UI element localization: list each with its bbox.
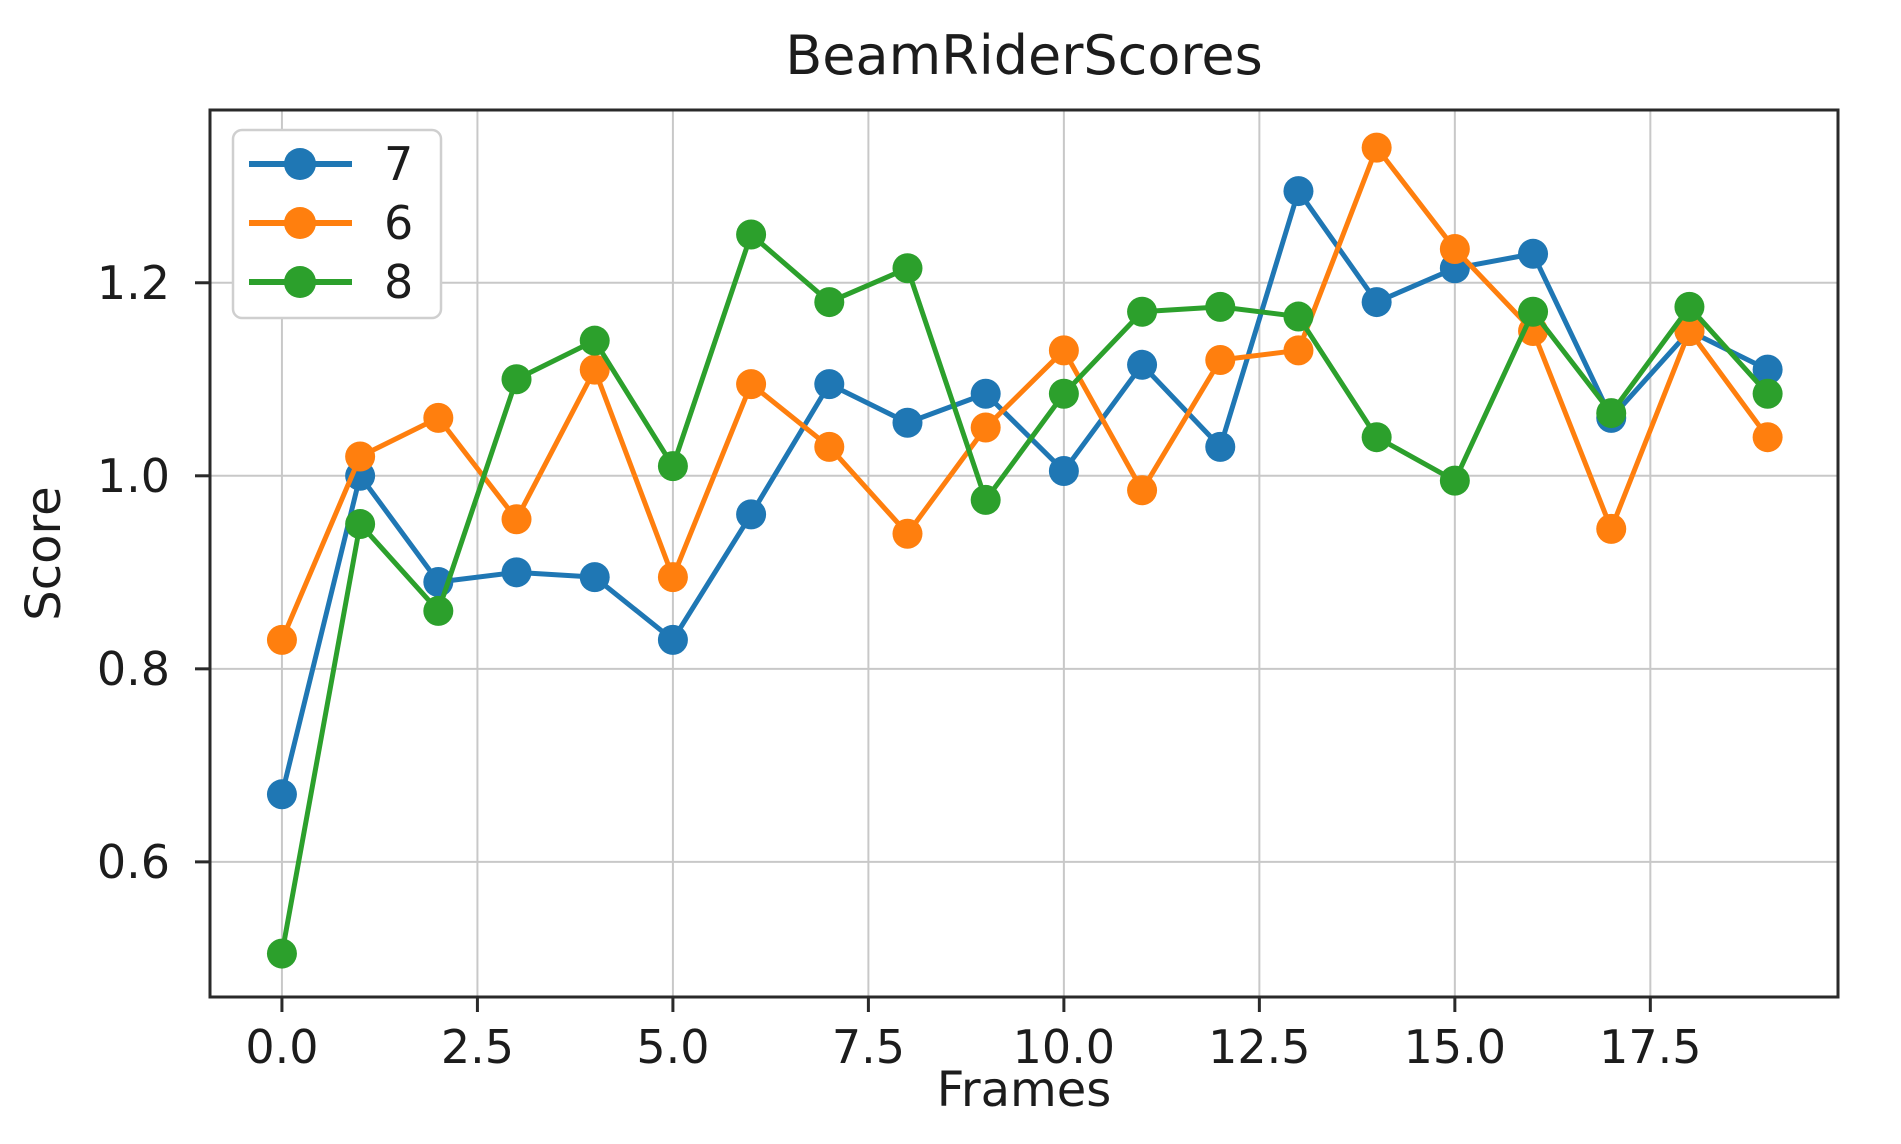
series-6-point [1205, 344, 1236, 375]
series-8-point [345, 509, 376, 540]
series-7-point [892, 407, 923, 438]
series-6 [266, 132, 1783, 655]
legend-marker-dot [284, 266, 316, 298]
legend-label: 7 [384, 137, 413, 191]
series-7-point [1127, 349, 1158, 380]
series-7-point [657, 624, 688, 655]
x-tick-label: 0.0 [245, 1020, 318, 1074]
x-tick-label: 12.5 [1208, 1020, 1310, 1074]
series-8-point [657, 451, 688, 482]
series-8-line [279, 232, 1770, 955]
tick-labels: 0.0 2.5 5.0 7.5 10.0 12.5 15.0 17.5 0.6 0.8 1.0 1.2 [97, 256, 1702, 1074]
series-6-point [1439, 233, 1470, 264]
legend-label: 6 [384, 196, 413, 250]
series-8-point [1127, 296, 1158, 327]
grid [210, 110, 1838, 997]
series-8-point [814, 287, 845, 318]
legend-label: 8 [384, 255, 413, 309]
series-8-point [501, 364, 532, 395]
series-8-point [1752, 378, 1783, 409]
series-7-point [266, 779, 297, 810]
series-8-point [423, 595, 454, 626]
series-8 [266, 219, 1783, 969]
chart-title: BeamRiderScores [785, 24, 1263, 87]
series-7-line [279, 188, 1769, 795]
series-6-point [1752, 422, 1783, 453]
series-6-point [1283, 335, 1314, 366]
series-7-point [1518, 238, 1549, 269]
x-tick-label: 15.0 [1404, 1020, 1506, 1074]
y-axis-label: Score [16, 486, 72, 620]
series-6-point [736, 369, 767, 400]
series-6-point [1596, 513, 1627, 544]
series-7-point [1752, 354, 1783, 385]
series-6-point [423, 402, 454, 433]
series-8-point [266, 938, 297, 969]
series-8-point [1361, 422, 1392, 453]
x-tick-label: 17.5 [1599, 1020, 1701, 1074]
series-6-point [657, 562, 688, 593]
series-6-point [814, 431, 845, 462]
legend-row-8: 8 [249, 255, 413, 309]
y-tick-label: 1.2 [97, 256, 170, 310]
series-6-point [266, 624, 297, 655]
series-7-point [1205, 431, 1236, 462]
legend: 768 [231, 128, 443, 320]
series-7-point [970, 378, 1001, 409]
x-tick-label: 7.5 [832, 1020, 905, 1074]
legend-row-7: 7 [249, 137, 413, 191]
legend-marker-dot [284, 207, 316, 239]
series-7-point [1283, 176, 1314, 207]
series-8-point [970, 484, 1001, 515]
series-8-point [579, 325, 610, 356]
y-tick-label: 0.6 [97, 835, 170, 889]
series-6-point [345, 441, 376, 472]
series-8-point [1205, 291, 1236, 322]
series-7-point [1361, 287, 1392, 318]
series-6-point [1674, 316, 1705, 347]
series-6-point [1127, 475, 1158, 506]
series-8-point [1439, 465, 1470, 496]
x-tick-label: 5.0 [636, 1020, 709, 1074]
series-6-point [1361, 132, 1392, 163]
x-axis-label: Frames [937, 1062, 1112, 1118]
legend-marker-dot [284, 148, 316, 180]
series-8-point [1674, 291, 1705, 322]
series-8-point [736, 219, 767, 250]
legend-row-6: 6 [249, 196, 413, 250]
series-6-point [892, 518, 923, 549]
x-tick-label: 10.0 [1013, 1020, 1115, 1074]
series-8-point [1518, 296, 1549, 327]
series-6-point [579, 354, 610, 385]
series-8-point [892, 253, 923, 284]
series-6-point [1048, 335, 1079, 366]
series-7-point [814, 369, 845, 400]
y-tick-label: 0.8 [97, 642, 170, 696]
series-8-point [1283, 301, 1314, 332]
x-tick-label: 2.5 [441, 1020, 514, 1074]
series-8-point [1596, 398, 1627, 429]
series-7-point [1048, 455, 1079, 486]
series-6-point [970, 412, 1001, 443]
axes-spines [208, 108, 1840, 999]
tick-marks [195, 281, 1652, 1012]
series-7-point [579, 562, 610, 593]
series-7-point [501, 557, 532, 588]
series-6-point [501, 504, 532, 535]
y-tick-label: 1.0 [97, 449, 170, 503]
series-7-point [736, 499, 767, 530]
series-8-point [1048, 378, 1079, 409]
